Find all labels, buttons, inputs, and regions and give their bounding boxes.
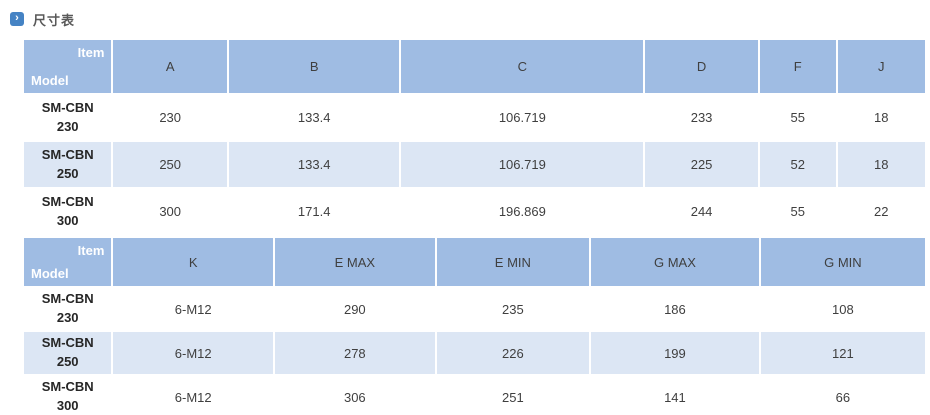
section-title: › 尺寸表	[0, 0, 930, 29]
model-name: SM-CBN	[41, 379, 94, 395]
value-cell: 244	[643, 187, 760, 236]
value-cell: 66	[758, 374, 928, 415]
column-header-j: J	[835, 38, 928, 95]
model-name: SM-CBN	[41, 99, 94, 115]
value-cell: 6-M12	[111, 374, 276, 415]
table-row: SM-CBN 250 6-M12 278 226 199 121	[21, 330, 928, 376]
table-row: SM-CBN 230 6-M12 290 235 186 108	[21, 286, 928, 332]
model-number: 250	[56, 165, 79, 181]
column-header-g-min: G MIN	[758, 236, 928, 288]
value-cell: 235	[434, 286, 592, 332]
corner-header: Item Model	[25, 41, 110, 92]
dimension-table-1: Item Model A B C D F J SM-CBN 230 230 13…	[21, 38, 928, 236]
corner-header-cell: Item Model	[21, 236, 114, 288]
model-number: 250	[56, 354, 79, 369]
model-cell: SM-CBN 300	[21, 187, 114, 236]
value-cell: 133.4	[226, 140, 402, 189]
dimension-table-2: Item Model K E MAX E MIN G MAX G MIN SM-…	[21, 236, 928, 415]
corner-item-label: Item	[77, 243, 105, 258]
column-header-d: D	[643, 38, 760, 95]
value-cell: 6-M12	[111, 286, 276, 332]
column-header-g-max: G MAX	[589, 236, 761, 288]
table-row: SM-CBN 300 300 171.4 196.869 244 55 22	[21, 187, 928, 236]
value-cell: 251	[434, 374, 592, 415]
value-cell: 18	[835, 140, 928, 189]
corner-model-label: Model	[31, 73, 69, 88]
value-cell: 230	[111, 93, 229, 142]
column-header-e-max: E MAX	[273, 236, 437, 288]
column-header-e-min: E MIN	[434, 236, 592, 288]
value-cell: 6-M12	[111, 330, 276, 376]
model-name: SM-CBN	[41, 335, 94, 351]
model-name: SM-CBN	[41, 291, 94, 307]
model-number: 230	[56, 118, 79, 134]
header-row: Item Model A B C D F J	[21, 38, 928, 95]
table-row: SM-CBN 230 230 133.4 106.719 233 55 18	[21, 93, 928, 142]
value-cell: 233	[643, 93, 760, 142]
model-cell: SM-CBN 250	[21, 140, 114, 189]
model-number: 300	[56, 212, 79, 228]
value-cell: 226	[434, 330, 592, 376]
model-name: SM-CBN	[41, 146, 94, 162]
model-cell: SM-CBN 300	[21, 374, 114, 415]
model-name: SM-CBN	[41, 193, 94, 209]
header-row: Item Model K E MAX E MIN G MAX G MIN	[21, 236, 928, 288]
chevron-right-icon: ›	[10, 12, 24, 26]
value-cell: 108	[758, 286, 928, 332]
column-header-b: B	[226, 38, 402, 95]
corner-header: Item Model	[25, 239, 110, 285]
column-header-f: F	[757, 38, 838, 95]
model-cell: SM-CBN 230	[21, 93, 114, 142]
value-cell: 300	[111, 187, 229, 236]
page-title: 尺寸表	[33, 12, 76, 28]
value-cell: 18	[835, 93, 928, 142]
corner-header-cell: Item Model	[21, 38, 114, 95]
table-row: SM-CBN 300 6-M12 306 251 141 66	[21, 374, 928, 415]
value-cell: 290	[273, 286, 437, 332]
value-cell: 55	[757, 187, 838, 236]
value-cell: 52	[757, 140, 838, 189]
column-header-a: A	[111, 38, 229, 95]
value-cell: 133.4	[226, 93, 402, 142]
model-number: 230	[56, 310, 79, 325]
value-cell: 121	[758, 330, 928, 376]
value-cell: 171.4	[226, 187, 402, 236]
corner-item-label: Item	[77, 45, 105, 60]
column-header-k: K	[111, 236, 276, 288]
value-cell: 186	[589, 286, 761, 332]
value-cell: 106.719	[399, 140, 646, 189]
value-cell: 196.869	[399, 187, 646, 236]
model-cell: SM-CBN 230	[21, 286, 114, 332]
value-cell: 141	[589, 374, 761, 415]
model-cell: SM-CBN 250	[21, 330, 114, 376]
value-cell: 199	[589, 330, 761, 376]
table-row: SM-CBN 250 250 133.4 106.719 225 52 18	[21, 140, 928, 189]
value-cell: 22	[835, 187, 928, 236]
value-cell: 106.719	[399, 93, 646, 142]
value-cell: 306	[273, 374, 437, 415]
column-header-c: C	[399, 38, 646, 95]
value-cell: 55	[757, 93, 838, 142]
value-cell: 278	[273, 330, 437, 376]
model-number: 300	[56, 398, 79, 413]
value-cell: 250	[111, 140, 229, 189]
corner-model-label: Model	[31, 266, 69, 281]
value-cell: 225	[643, 140, 760, 189]
